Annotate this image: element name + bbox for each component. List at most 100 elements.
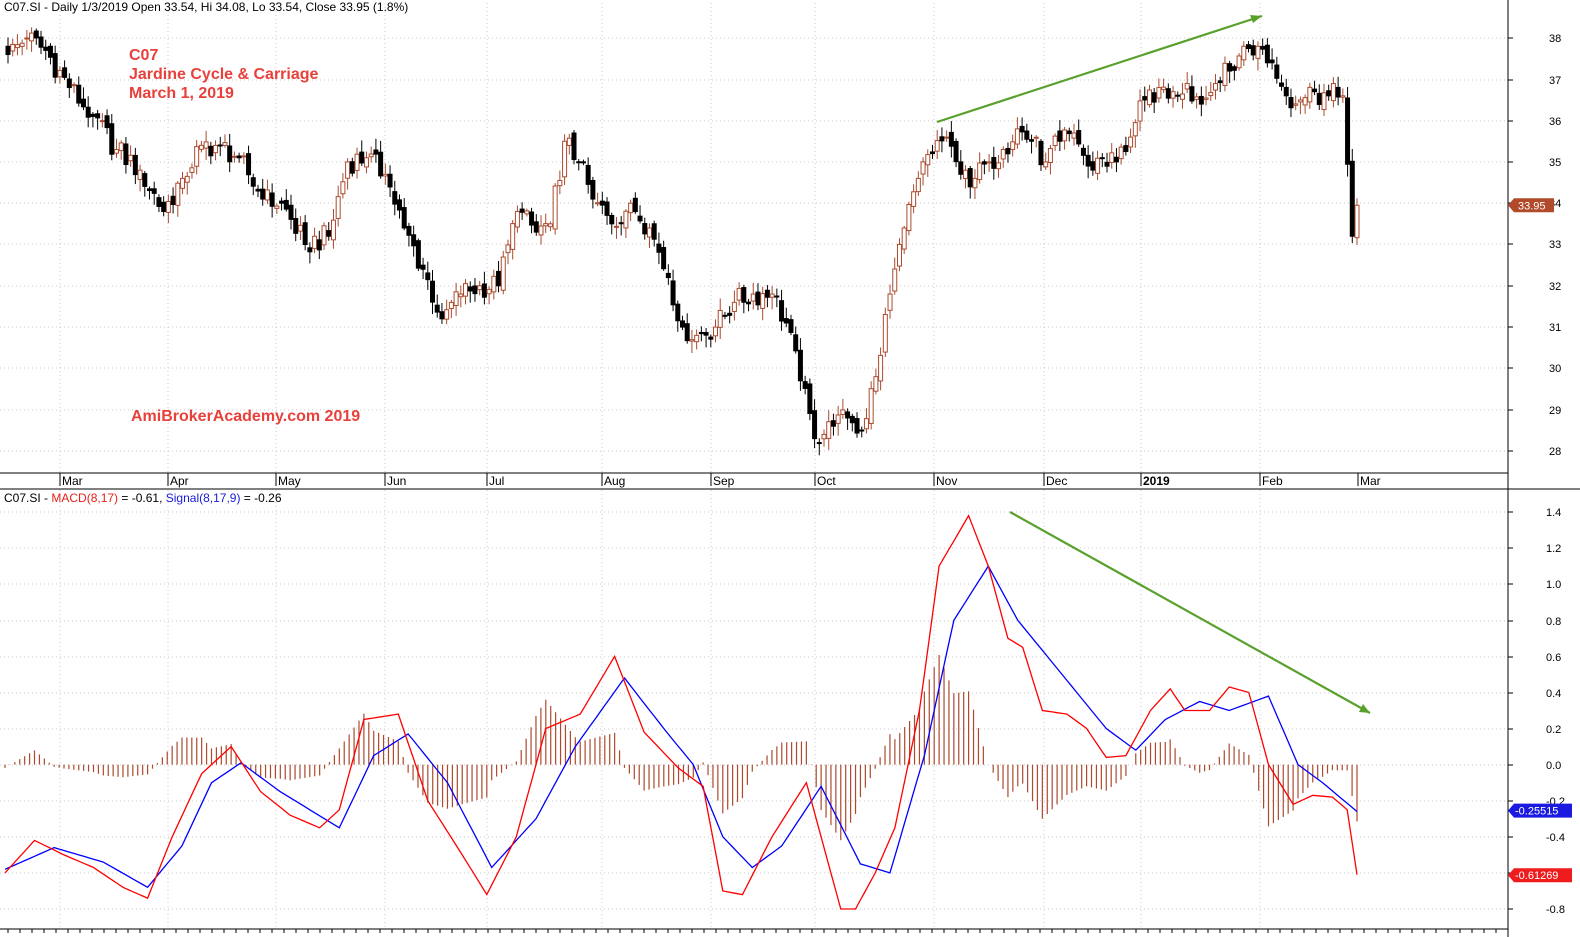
price-candle [1156, 78, 1162, 103]
candle-body [279, 200, 285, 204]
price-candle [736, 282, 742, 306]
price-candle [38, 30, 44, 55]
price-candle [939, 127, 945, 153]
price-candle [1269, 48, 1275, 70]
candle-body [996, 162, 1002, 170]
price-candle [698, 326, 704, 342]
price-candle [349, 157, 355, 177]
macd-trend-arrow [1009, 511, 1371, 714]
candle-body [562, 140, 568, 178]
candle-body [1194, 96, 1200, 100]
price-candle [680, 315, 685, 331]
candle-body [746, 301, 752, 305]
price-candle [392, 180, 398, 216]
price-candle [19, 39, 25, 56]
signal-value-badge [1508, 803, 1572, 818]
candle-body [1179, 93, 1185, 100]
price-candle [722, 311, 728, 320]
candle-body [1260, 45, 1266, 50]
candle-body [302, 222, 308, 245]
candle-body [797, 349, 803, 382]
candle-body [19, 42, 25, 47]
signal-line [4, 564, 1358, 889]
price-candle [1052, 133, 1058, 151]
price-candle [354, 147, 360, 179]
x-axis-month-label: May [278, 474, 301, 488]
price-candle [618, 216, 624, 236]
price-candle [297, 216, 303, 241]
candle-body [293, 218, 299, 234]
price-candle [1236, 53, 1242, 71]
candle-body [250, 177, 256, 187]
candle-body [812, 410, 818, 440]
price-candle [590, 176, 596, 209]
price-candle [967, 165, 973, 199]
candle-body [863, 418, 869, 430]
price-candle [661, 240, 667, 271]
candle-body [939, 136, 945, 142]
price-candle [543, 213, 549, 233]
price-candle [812, 399, 818, 449]
candle-body [326, 230, 332, 237]
macd-lines [4, 514, 1358, 910]
price-y-tick-label: 36 [1549, 116, 1561, 128]
price-panel-header: C07.SI - Daily 1/3/2019 Open 33.54, Hi 3… [4, 0, 409, 14]
price-candle [161, 196, 167, 217]
candle-body [486, 288, 492, 295]
price-candle [194, 139, 200, 175]
price-candle [29, 27, 35, 52]
candle-body [5, 45, 11, 56]
candle-body [1104, 161, 1110, 167]
candle-body [62, 67, 68, 78]
candle-body [713, 326, 719, 337]
price-candle [1109, 143, 1115, 169]
price-candle [382, 163, 388, 185]
price-y-tick-label: 31 [1549, 322, 1561, 334]
price-candle [1165, 83, 1171, 104]
price-candle [1043, 152, 1049, 170]
price-candle [878, 347, 884, 391]
candle-body [1326, 90, 1332, 97]
candle-body [406, 225, 412, 236]
price-candle [10, 38, 16, 57]
price-candle [1057, 120, 1063, 152]
price-candle [113, 138, 119, 158]
candle-body [1019, 125, 1025, 133]
candle-body [491, 275, 497, 293]
price-candle [1260, 38, 1266, 55]
candle-body [1274, 64, 1280, 79]
candle-body [514, 210, 520, 228]
price-candle [99, 113, 105, 128]
candle-body [661, 247, 667, 270]
candle-body [656, 243, 662, 253]
price-candle [425, 261, 431, 290]
candle-body [1279, 82, 1285, 87]
candle-body [1175, 94, 1181, 97]
candle-body [236, 155, 242, 159]
price-candle [991, 146, 997, 180]
candle-body [1132, 122, 1138, 137]
candle-body [783, 318, 789, 324]
candle-body [609, 214, 615, 225]
price-candle [764, 285, 770, 308]
price-candle [434, 294, 440, 318]
price-y-tick-label: 32 [1549, 281, 1561, 293]
macd-value-badge [1508, 868, 1572, 883]
price-candle [1000, 146, 1006, 168]
price-candle [1047, 144, 1053, 175]
price-candle [118, 140, 124, 160]
candle-body [57, 69, 63, 78]
price-candle [1340, 88, 1346, 103]
x-axis-month-label: Oct [817, 474, 836, 488]
macd-y-tick-label: -0.4 [1546, 832, 1565, 844]
candle-body [203, 141, 209, 149]
candle-body [1123, 145, 1129, 153]
price-candle [90, 111, 96, 128]
price-candle [760, 286, 766, 321]
candle-body [354, 153, 360, 171]
candle-body [722, 314, 728, 317]
price-candle [137, 164, 143, 192]
candle-body [689, 339, 695, 342]
candle-body [1029, 139, 1035, 142]
